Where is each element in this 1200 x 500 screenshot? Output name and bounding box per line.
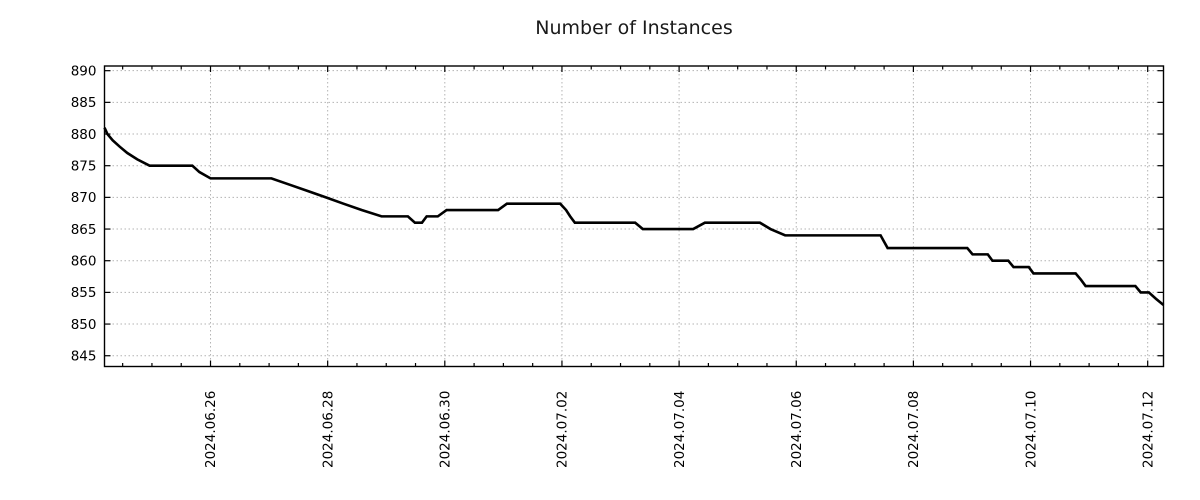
y-axis-label: 885 (71, 95, 97, 111)
y-axis-label: 870 (71, 190, 97, 206)
x-axis-label: 2024.07.04 (672, 391, 688, 468)
chart-title: Number of Instances (535, 17, 733, 39)
x-axis-label: 2024.06.26 (203, 391, 219, 468)
y-axis-label: 880 (71, 127, 97, 143)
y-axis-label: 890 (71, 63, 97, 79)
plot-border (103, 65, 1165, 368)
y-axis-label: 860 (71, 253, 97, 269)
x-axis-label: 2024.06.30 (438, 391, 454, 468)
x-axis-label: 2024.07.12 (1140, 391, 1156, 468)
y-axis-label: 845 (71, 348, 97, 364)
x-axis-label: 2024.07.06 (789, 391, 805, 468)
x-axis-label: 2024.07.10 (1023, 391, 1039, 468)
y-axis-label: 865 (71, 222, 97, 238)
data-line-instances (103, 127, 1165, 307)
y-axis-label: 855 (71, 285, 97, 301)
y-axis-label: 875 (71, 158, 97, 174)
x-axis-label: 2024.06.28 (320, 391, 336, 468)
y-axis-label: 850 (71, 317, 97, 333)
x-axis-label: 2024.07.02 (555, 391, 571, 468)
x-axis-label: 2024.07.08 (906, 391, 922, 468)
